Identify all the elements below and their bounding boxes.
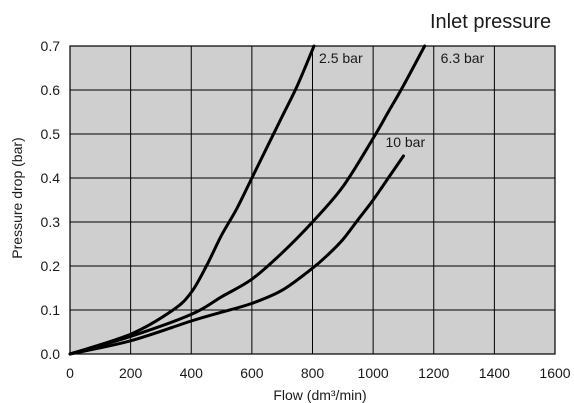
series-label-10-bar: 10 bar <box>385 134 425 150</box>
y-axis-label: Pressure drop (bar) <box>9 137 25 258</box>
x-tick-label: 1200 <box>418 365 449 381</box>
series-label-2-5-bar: 2.5 bar <box>319 50 363 66</box>
y-tick-label: 0.6 <box>41 82 61 98</box>
x-tick-label: 400 <box>180 365 204 381</box>
x-axis-label: Flow (dm³/min) <box>273 387 366 403</box>
x-tick-labels: 0 200 400 600 800 1000 1200 1400 1600 <box>66 365 571 381</box>
series-label-6-3-bar: 6.3 bar <box>441 50 485 66</box>
y-tick-label: 0.4 <box>41 170 61 186</box>
grid <box>69 45 556 355</box>
y-tick-label: 0.0 <box>41 346 61 362</box>
y-tick-label: 0.5 <box>41 126 61 142</box>
y-tick-label: 0.3 <box>41 214 61 230</box>
series-labels: 2.5 bar 6.3 bar 10 bar <box>319 50 485 150</box>
x-tick-label: 1000 <box>358 365 389 381</box>
y-tick-label: 0.7 <box>41 38 61 54</box>
x-tick-label: 600 <box>240 365 264 381</box>
y-tick-labels: 0.0 0.1 0.2 0.3 0.4 0.5 0.6 0.7 <box>41 38 61 362</box>
series-line-10-bar <box>68 154 405 356</box>
y-tick-label: 0.1 <box>41 302 61 318</box>
x-tick-label: 1400 <box>479 365 510 381</box>
series-line-6-3-bar <box>68 44 427 356</box>
series-lines <box>68 44 427 356</box>
x-tick-label: 800 <box>301 365 325 381</box>
series-line-2-5-bar <box>68 44 316 356</box>
x-tick-label: 0 <box>66 365 74 381</box>
x-tick-label: 200 <box>119 365 143 381</box>
x-tick-label: 1600 <box>539 365 570 381</box>
legend-title: Inlet pressure <box>430 11 551 33</box>
y-tick-label: 0.2 <box>41 258 61 274</box>
